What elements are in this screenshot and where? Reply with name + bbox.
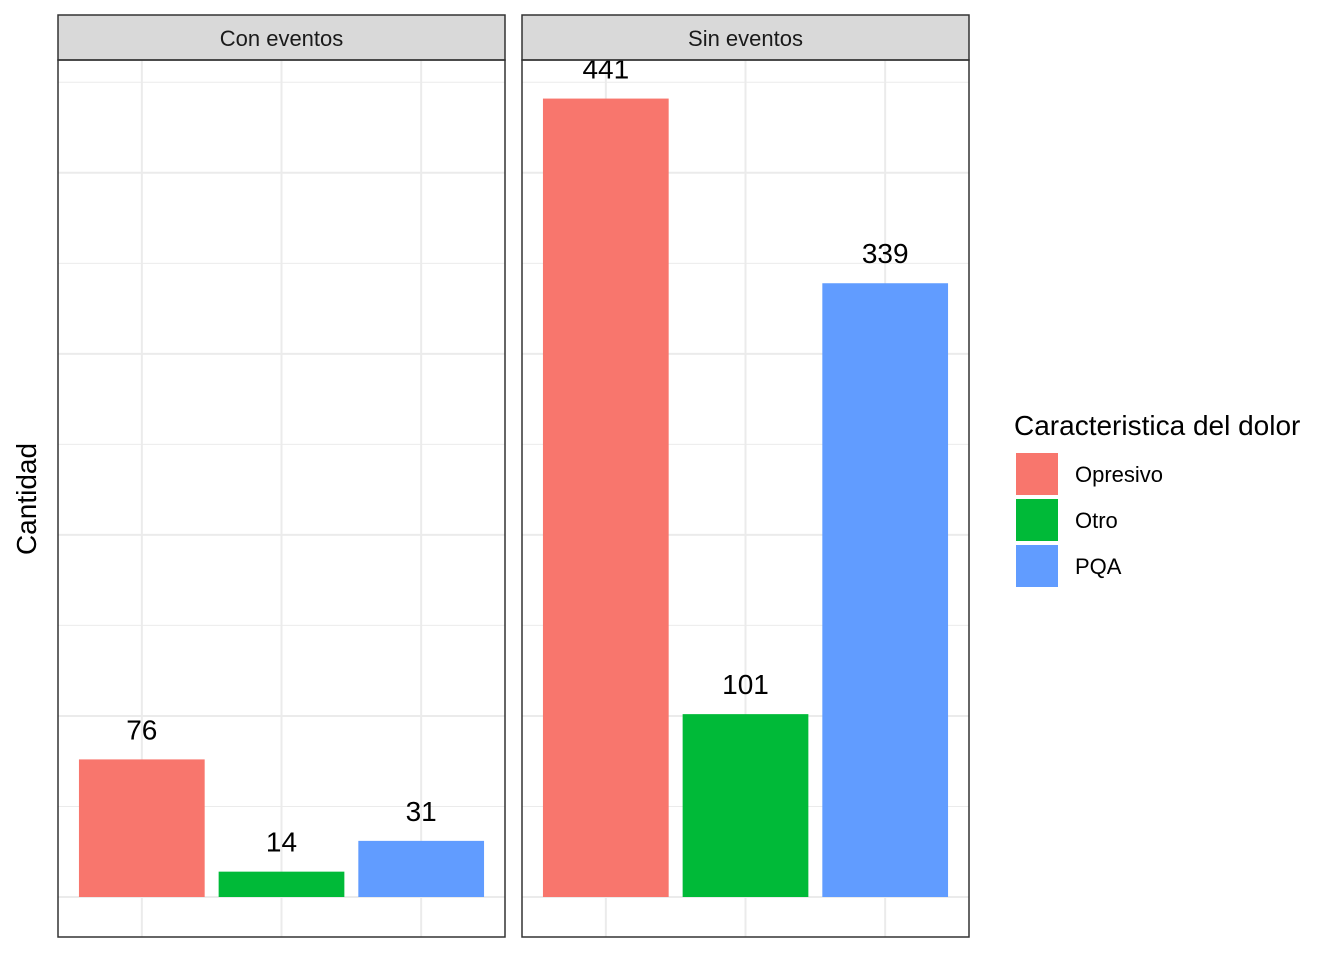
data-label: 31 bbox=[406, 796, 437, 827]
legend-title: Caracteristica del dolor bbox=[1014, 410, 1300, 441]
legend-label: Otro bbox=[1075, 508, 1118, 533]
panel-border bbox=[521, 59, 970, 938]
data-label: 339 bbox=[862, 238, 909, 269]
bar-otro bbox=[218, 871, 345, 897]
legend-label: Opresivo bbox=[1075, 462, 1163, 487]
facet-strip-title: Sin eventos bbox=[688, 26, 803, 51]
legend-key-opresivo bbox=[1016, 453, 1058, 495]
y-axis-title: Cantidad bbox=[11, 443, 42, 555]
bar-opresivo bbox=[78, 759, 205, 897]
bar-pqa bbox=[822, 283, 949, 898]
panel-border bbox=[57, 59, 506, 938]
facet-strip bbox=[57, 14, 506, 61]
legend-key-otro bbox=[1016, 499, 1058, 541]
bar-otro bbox=[682, 714, 809, 897]
bar-pqa bbox=[358, 840, 485, 897]
data-label: 14 bbox=[266, 827, 297, 858]
bar-opresivo bbox=[542, 98, 669, 897]
legend: Caracteristica del dolor Opresivo Otro PQA bbox=[1014, 410, 1300, 587]
facet-strip bbox=[521, 14, 970, 61]
legend-label: PQA bbox=[1075, 554, 1122, 579]
data-label: 76 bbox=[126, 714, 157, 745]
data-label: 101 bbox=[722, 669, 769, 700]
panel-0: 76 14 31 Con eventos bbox=[57, 14, 506, 938]
facet-strip-title: Con eventos bbox=[220, 26, 344, 51]
legend-key-pqa bbox=[1016, 545, 1058, 587]
